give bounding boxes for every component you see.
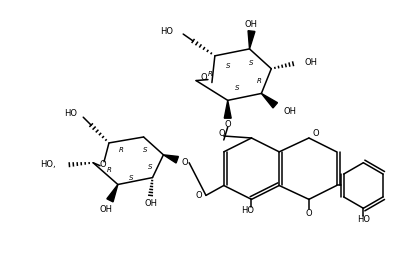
Text: HO: HO (64, 109, 77, 118)
Polygon shape (163, 155, 179, 163)
Text: O: O (100, 160, 106, 169)
Text: R: R (118, 147, 123, 153)
Text: O: O (225, 120, 231, 129)
Text: O: O (182, 158, 189, 167)
Text: OH: OH (305, 58, 318, 67)
Polygon shape (261, 93, 278, 108)
Text: OH: OH (245, 20, 258, 29)
Text: OH: OH (99, 205, 112, 214)
Text: HO,: HO, (40, 160, 55, 169)
Text: OH: OH (283, 107, 296, 116)
Text: O: O (196, 191, 202, 200)
Text: S: S (249, 60, 254, 66)
Text: S: S (236, 85, 240, 91)
Text: HO: HO (241, 206, 254, 215)
Text: O: O (219, 129, 225, 138)
Text: S: S (128, 174, 133, 180)
Text: S: S (148, 164, 153, 170)
Text: R: R (107, 167, 112, 173)
Polygon shape (107, 185, 118, 202)
Text: O: O (313, 129, 320, 138)
Text: HO: HO (357, 215, 370, 224)
Text: OH: OH (144, 199, 157, 208)
Polygon shape (248, 31, 255, 49)
Text: S: S (143, 147, 148, 153)
Text: S: S (225, 63, 230, 69)
Polygon shape (224, 100, 231, 118)
Text: R: R (208, 71, 213, 77)
Text: O: O (305, 209, 312, 218)
Text: R: R (257, 78, 262, 84)
Text: HO: HO (160, 26, 173, 35)
Text: O: O (201, 73, 207, 82)
